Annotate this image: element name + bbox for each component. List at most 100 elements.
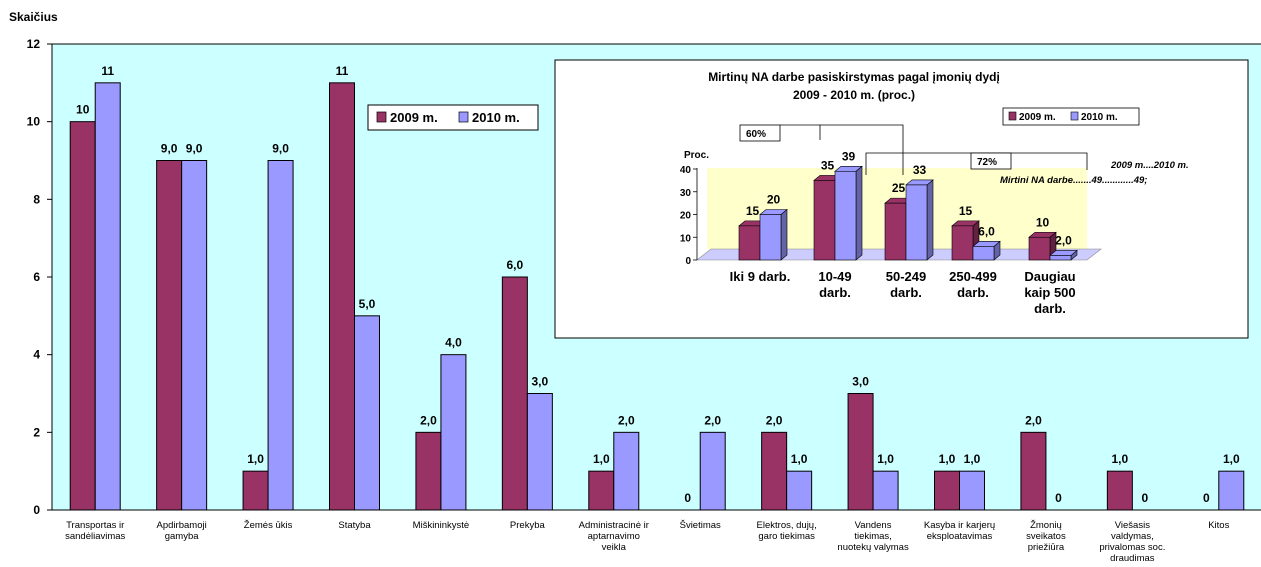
main-bar-0-0 <box>69 121 96 511</box>
main-y-ticks: 0 2 4 6 8 10 12 <box>27 37 52 517</box>
main-category-line-6-2: veikla <box>602 542 627 553</box>
inset-bar-1-1 <box>834 170 857 261</box>
main-data-label-11-1: 0 <box>1055 491 1062 505</box>
inset-category-label-2: 50-249 darb. <box>886 269 926 300</box>
inset-category-line-4-1: kaip 500 <box>1024 285 1075 300</box>
inset-chart: Mirtinų NA darbe pasiskirstymas pagal įm… <box>554 59 1249 339</box>
inset-bar-4-1 <box>1049 255 1072 261</box>
main-category-line-6-1: aptarnavimo <box>588 531 640 542</box>
main-category-line-9-0: Vandens <box>855 520 892 531</box>
inset-bar-labels: 15 20 35 39 25 33 15 6,0 10 2,0 <box>746 149 1072 247</box>
inset-category-label-1: 10-49 darb. <box>818 269 851 300</box>
inset-subtitle: 2009 - 2010 m. (proc.) <box>793 88 915 102</box>
main-legend-swatch-2010 <box>458 111 469 123</box>
main-category-line-13-0: Kitos <box>1208 520 1229 531</box>
main-category-line-11-1: sveikatos <box>1026 531 1066 542</box>
main-category-line-8-1: garo tiekimas <box>758 531 815 542</box>
main-category-label-7: Švietimas <box>680 520 721 531</box>
inset-bar-1-0 <box>813 180 836 261</box>
main-bar-8-1 <box>786 470 813 511</box>
inset-bar-side-0-1 <box>780 208 788 261</box>
inset-title: Mirtinų NA darbe pasiskirstymas pagal įm… <box>708 70 1000 84</box>
main-category-line-1-1: gamyba <box>165 531 200 542</box>
inset-data-label-1-0: 35 <box>821 158 835 172</box>
main-category-line-7-0: Švietimas <box>680 520 721 531</box>
main-category-line-10-1: eksploatavimas <box>927 531 993 542</box>
main-data-label-0-1: 11 <box>101 64 114 78</box>
main-category-line-11-0: Žmonių <box>1030 520 1062 531</box>
main-category-line-0-0: Transportas ir <box>66 520 124 531</box>
inset-y-tick-label-0: 0 <box>685 256 691 267</box>
main-data-label-10-0: 1,0 <box>939 452 956 466</box>
main-category-label-1: Apdirbamoji gamyba <box>157 520 207 542</box>
inset-category-line-4-0: Daugiau <box>1024 269 1075 284</box>
main-category-label-4: Miškininkystė <box>413 520 470 531</box>
main-y-axis-title: Skaičius <box>9 10 58 24</box>
main-legend-label-2009: 2009 m. <box>390 110 438 125</box>
main-bar-3-1 <box>354 315 380 511</box>
main-y-tick-label-4: 4 <box>33 348 40 362</box>
main-y-tick-label-0: 0 <box>33 503 40 517</box>
main-bar-11-0 <box>1020 431 1047 511</box>
main-category-line-12-3: draudimas <box>1110 553 1155 564</box>
inset-bracket-left-box <box>739 124 781 142</box>
main-legend-label-2010: 2010 m. <box>472 110 520 125</box>
main-data-label-6-0: 1,0 <box>593 452 610 466</box>
main-data-label-10-1: 1,0 <box>964 452 981 466</box>
main-legend: 2009 m. 2010 m. <box>367 104 539 131</box>
inset-bar-4-0 <box>1028 236 1051 261</box>
main-bar-1-0 <box>156 160 183 511</box>
inset-category-line-1-0: 10-49 <box>818 269 851 284</box>
inset-category-line-3-0: 250-499 <box>949 269 997 284</box>
main-data-label-8-0: 2,0 <box>766 413 783 427</box>
main-y-tick-label-10: 10 <box>27 115 41 129</box>
main-category-line-0-1: sandėliavimas <box>65 531 125 542</box>
main-data-label-7-1: 2,0 <box>704 413 721 427</box>
inset-category-line-0-0: Iki 9 darb. <box>730 269 791 284</box>
main-category-label-2: Žemės ūkis <box>244 520 293 531</box>
main-bar-0-1 <box>94 82 121 511</box>
main-category-label-9: Vandens tiekimas, nuotekų valymas <box>837 520 909 553</box>
main-y-tick-label-8: 8 <box>33 192 40 206</box>
main-legend-box <box>367 104 539 131</box>
inset-note-line2: Mirtini NA darbe.......49............49; <box>1000 175 1147 186</box>
main-category-line-5-0: Prekyba <box>510 520 546 531</box>
main-bar-9-1 <box>872 470 899 511</box>
main-category-line-3-0: Statyba <box>338 520 371 531</box>
inset-bar-side-2-1 <box>926 179 934 261</box>
main-bar-4-1 <box>440 354 467 511</box>
main-y-tick-label-6: 6 <box>33 270 40 284</box>
inset-y-ticks: 0 10 20 30 40 <box>680 165 697 267</box>
main-data-label-9-1: 1,0 <box>877 452 894 466</box>
main-bar-1-1 <box>181 160 208 511</box>
main-data-label-1-1: 9,0 <box>186 142 203 156</box>
main-data-label-4-0: 2,0 <box>420 413 437 427</box>
main-y-tick-label-12: 12 <box>27 37 41 51</box>
inset-data-label-4-1: 2,0 <box>1055 233 1072 247</box>
inset-bar-3-1 <box>972 246 995 261</box>
main-data-label-2-0: 1,0 <box>247 452 264 466</box>
main-y-tick-label-2: 2 <box>33 425 40 439</box>
main-data-label-13-1: 1,0 <box>1223 452 1240 466</box>
main-bar-2-0 <box>242 470 269 511</box>
main-bar-13-1 <box>1218 470 1245 511</box>
main-bar-5-0 <box>501 276 528 511</box>
main-category-line-9-1: tiekimas, <box>854 531 891 542</box>
main-category-line-2-0: Žemės ūkis <box>244 520 293 531</box>
main-bar-labels: 10 11 9,0 9,0 1,0 9,0 11 5,0 2,0 4,0 6,0 3,0 1,0 2,0 0… <box>76 64 1240 505</box>
main-category-line-4-0: Miškininkystė <box>413 520 470 531</box>
main-data-label-2-1: 9,0 <box>272 142 289 156</box>
main-data-label-5-0: 6,0 <box>507 258 524 272</box>
inset-data-label-3-0: 15 <box>959 204 973 218</box>
inset-bar-side-1-1 <box>855 165 863 261</box>
main-data-label-12-0: 1,0 <box>1112 452 1129 466</box>
inset-bars <box>738 165 1078 261</box>
inset-bar-0-1 <box>759 214 782 261</box>
inset-category-label-4: Daugiau kaip 500 darb. <box>1024 269 1075 316</box>
main-bars <box>69 82 1245 511</box>
main-data-label-3-0: 11 <box>336 64 349 78</box>
inset-bracket-right: 72% <box>865 152 1088 175</box>
inset-legend-swatch-2010 <box>1070 111 1079 121</box>
inset-legend-label-2009: 2009 m. <box>1019 112 1056 123</box>
